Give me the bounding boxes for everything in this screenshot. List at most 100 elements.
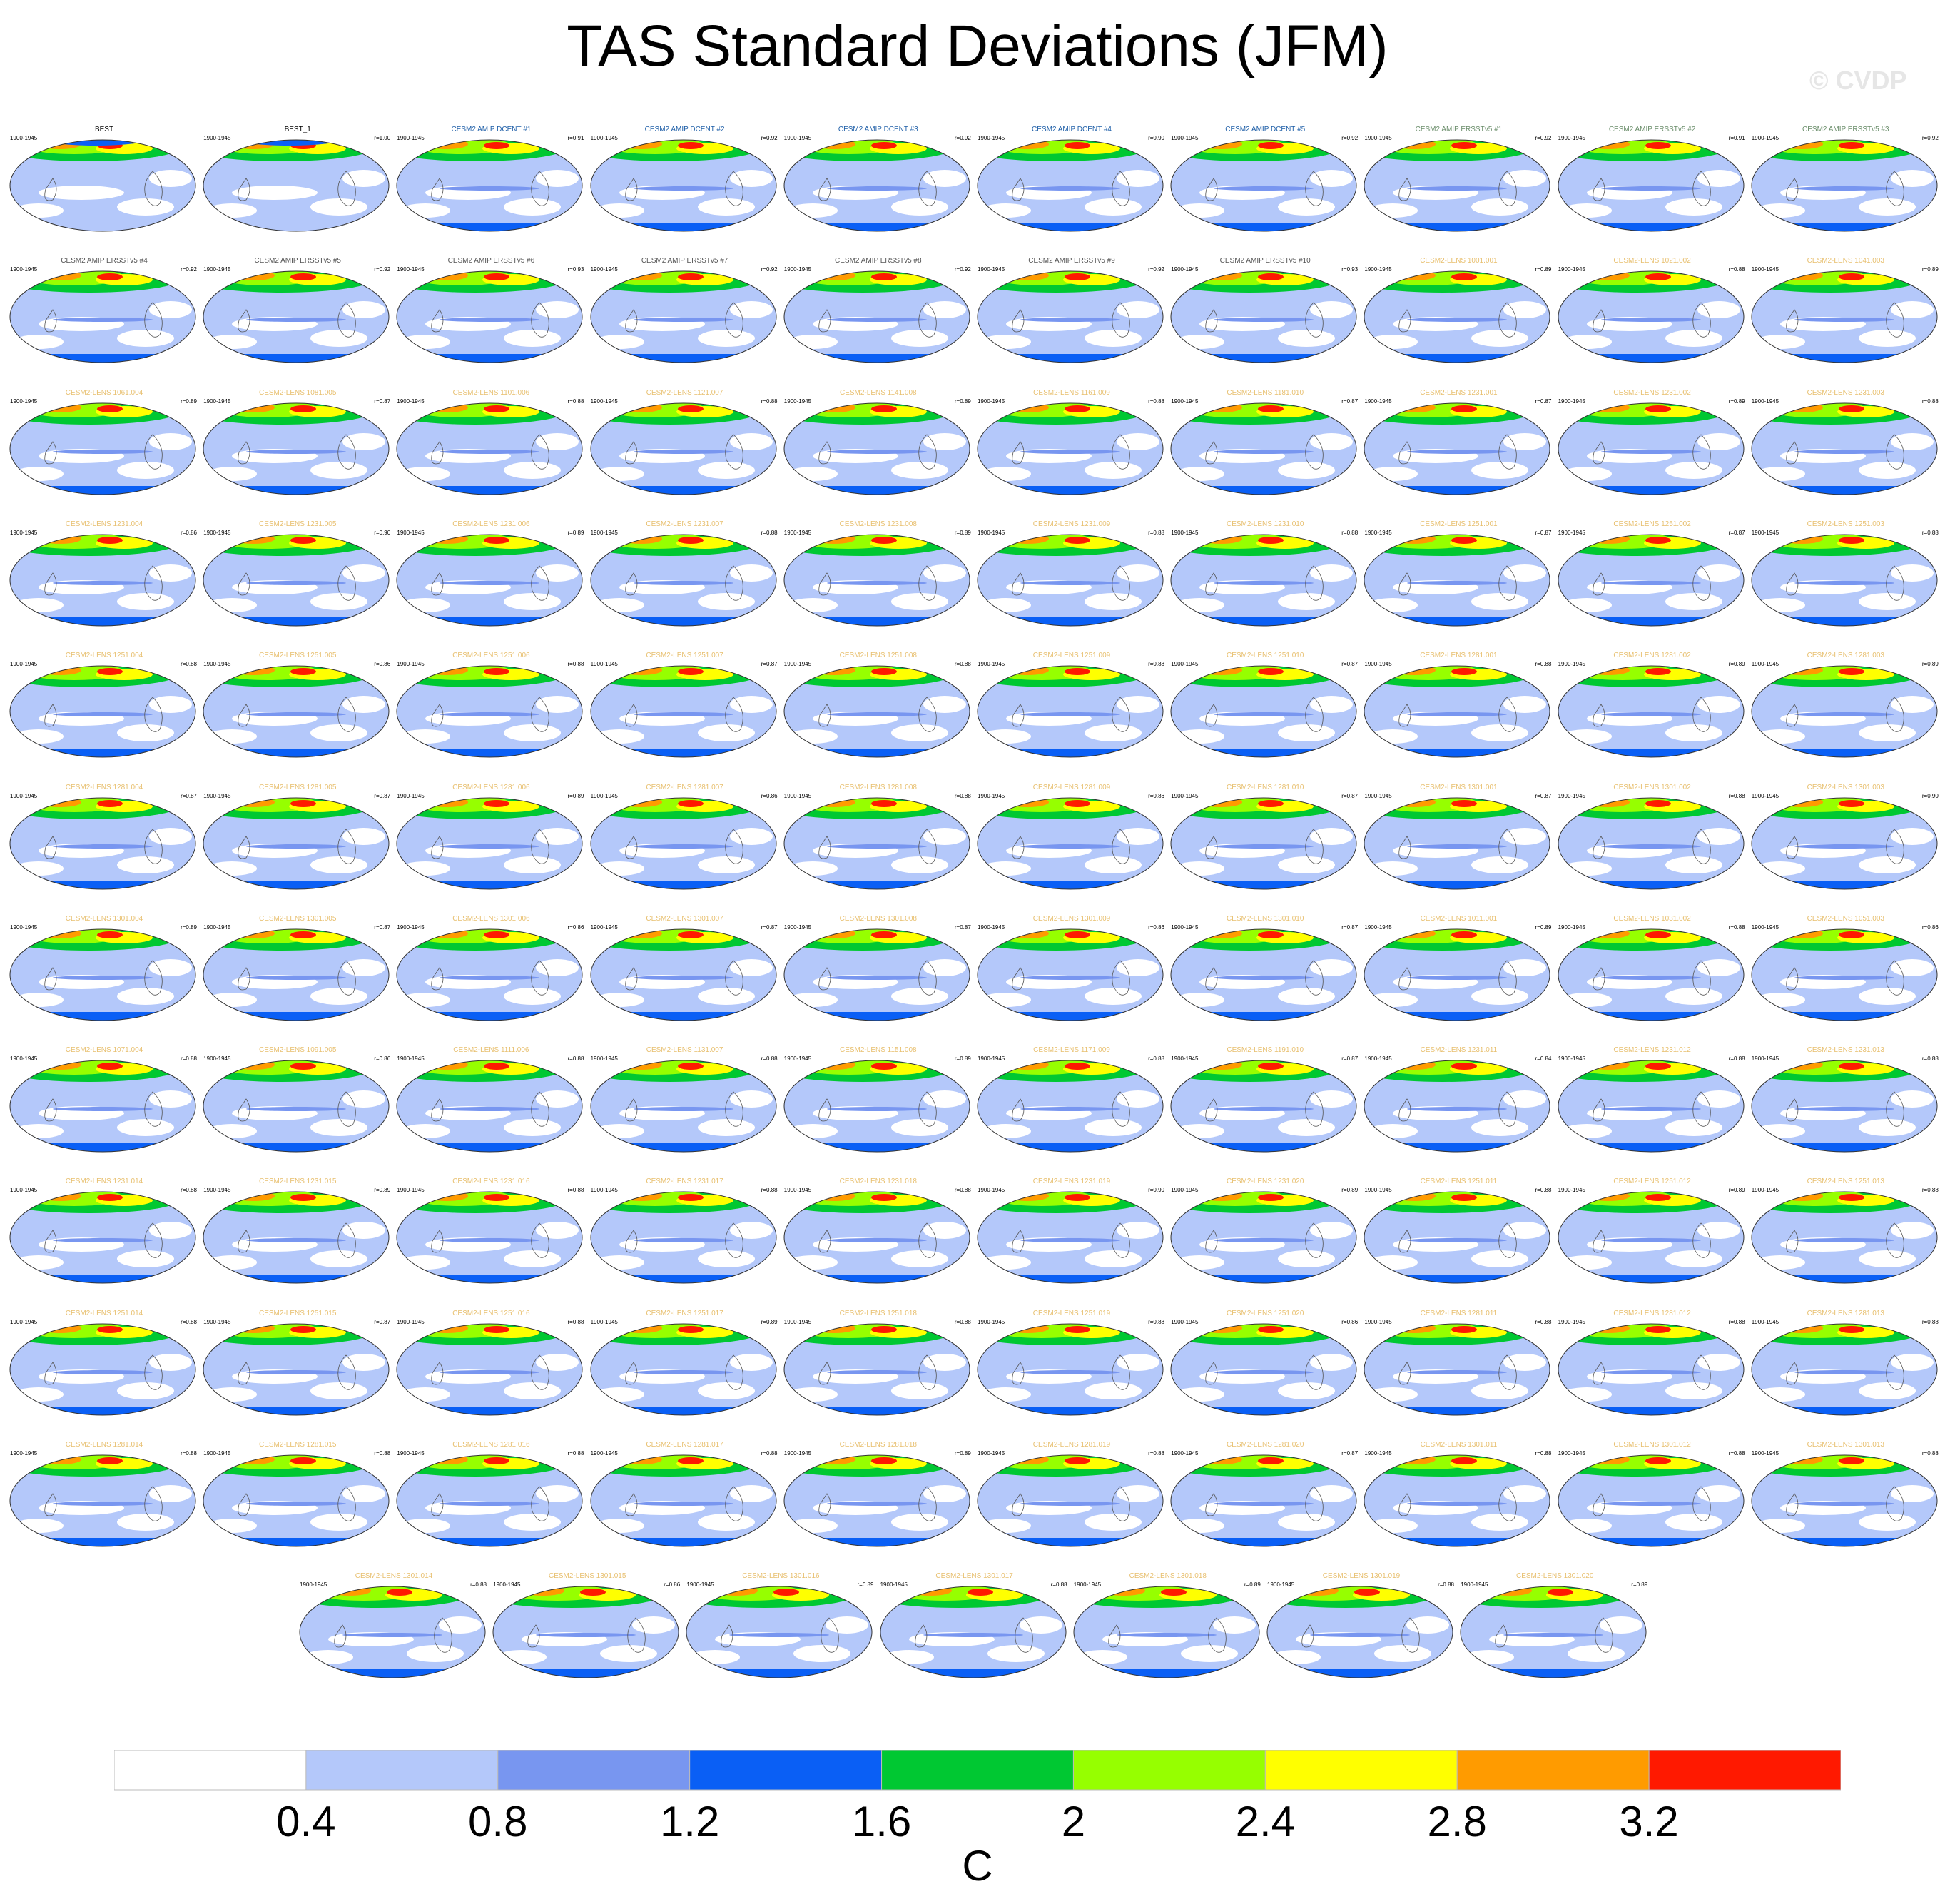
panel-correlation: r=0.92	[1535, 135, 1552, 141]
panel-period: 1900-1945	[783, 1187, 812, 1194]
panel-title: CESM2-LENS 1301.019	[1322, 1572, 1401, 1581]
panel-title: CESM2-LENS 1041.003	[1807, 257, 1884, 265]
panel-title: CESM2-LENS 1301.016	[742, 1572, 820, 1581]
map-globe	[590, 797, 777, 889]
panel-title: CESM2-LENS 1231.009	[1032, 520, 1111, 528]
map-globe	[396, 928, 583, 1021]
panel-period: 1900-1945	[978, 397, 1005, 405]
map-globe	[977, 270, 1164, 363]
map-globe	[590, 1323, 777, 1416]
map-globe	[1460, 1586, 1647, 1678]
map-globe	[783, 928, 970, 1021]
map-panel: CESM2-LENS 1011.001 1900-1945 r=0.89	[1363, 915, 1554, 1050]
panel-title: CESM2 AMIP ERSSTv5 #3	[1802, 126, 1889, 133]
panel-period: 1900-1945	[1751, 1187, 1779, 1194]
panel-correlation: r=0.86	[1341, 1318, 1359, 1325]
panel-correlation: r=0.88	[1921, 1450, 1939, 1457]
map-globe	[1751, 665, 1938, 758]
panel-period: 1900-1945	[1558, 1450, 1585, 1457]
map-panel: CESM2-LENS 1231.019 1900-1945 r=0.90	[976, 1178, 1167, 1313]
map-panel: CESM2-LENS 1101.006 1900-1945 r=0.88	[395, 389, 586, 525]
panel-period: 1900-1945	[300, 1581, 327, 1589]
map-panel: CESM2-LENS 1301.019 1900-1945 r=0.88	[1266, 1572, 1457, 1708]
panel-title: CESM2-LENS 1281.008	[839, 783, 917, 791]
panel-title: CESM2-LENS 1281.001	[1420, 652, 1498, 660]
panel-correlation: r=0.88	[1148, 1450, 1164, 1457]
panel-period: 1900-1945	[590, 1187, 618, 1194]
map-globe	[1364, 1323, 1550, 1416]
map-globe	[396, 1191, 583, 1284]
map-globe	[1558, 1060, 1745, 1153]
map-panel: CESM2-LENS 1281.011 1900-1945 r=0.88	[1363, 1310, 1554, 1445]
panel-title: CESM2-LENS 1231.018	[839, 1178, 917, 1186]
panel-period: 1900-1945	[1364, 397, 1392, 405]
panel-correlation: r=0.86	[664, 1581, 681, 1589]
map-globe	[203, 402, 390, 495]
panel-period: 1900-1945	[783, 661, 812, 668]
map-panel: CESM2-LENS 1021.002 1900-1945 r=0.88	[1557, 257, 1748, 393]
map-panel: CESM2-LENS 1301.001 1900-1945 r=0.87	[1363, 784, 1554, 919]
map-panel: CESM2-LENS 1251.010 1900-1945 r=0.87	[1169, 652, 1361, 787]
map-globe	[977, 402, 1164, 495]
colorbar-tick-label: 2.8	[1427, 1798, 1487, 1845]
panel-period: 1900-1945	[397, 1318, 425, 1325]
panel-title: CESM2-LENS 1251.001	[1420, 520, 1498, 528]
map-globe	[1751, 402, 1938, 495]
panel-title: CESM2-LENS 1281.006	[452, 783, 530, 791]
panel-correlation: r=0.88	[1921, 1055, 1939, 1063]
map-panel: CESM2 AMIP DCENT #2 1900-1945 r=0.92	[589, 126, 781, 261]
map-globe	[1751, 270, 1938, 363]
panel-period: 1900-1945	[590, 135, 618, 141]
panel-title: CESM2-LENS 1031.002	[1613, 914, 1691, 923]
map-panel: CESM2-LENS 1231.008 1900-1945 r=0.89	[783, 520, 974, 656]
panel-correlation: r=0.87	[1341, 1450, 1359, 1457]
panel-period: 1900-1945	[1461, 1581, 1488, 1589]
panel-period: 1900-1945	[590, 266, 618, 273]
map-globe	[396, 797, 583, 889]
panel-period: 1900-1945	[1558, 661, 1585, 668]
map-panel: CESM2-LENS 1301.014 1900-1945 r=0.88	[298, 1572, 489, 1708]
panel-title: CESM2-LENS 1301.004	[65, 914, 143, 923]
panel-period: 1900-1945	[978, 266, 1005, 273]
map-panel: CESM2-LENS 1251.001 1900-1945 r=0.87	[1363, 520, 1554, 656]
panel-title: CESM2 AMIP ERSSTv5 #8	[835, 257, 922, 265]
panel-period: 1900-1945	[1751, 792, 1779, 799]
panel-title: CESM2-LENS 1301.011	[1420, 1441, 1498, 1449]
panel-period: 1900-1945	[590, 1450, 618, 1457]
map-globe	[1170, 270, 1357, 363]
map-panel: CESM2 AMIP ERSSTv5 #2 1900-1945 r=0.91	[1557, 126, 1748, 261]
panel-period: 1900-1945	[1364, 792, 1392, 799]
map-globe	[9, 139, 196, 232]
panel-correlation: r=0.92	[954, 266, 971, 273]
panel-title: CESM2-LENS 1231.010	[1226, 520, 1304, 528]
panel-period: 1900-1945	[1364, 1450, 1392, 1457]
panel-title: CESM2-LENS 1141.008	[839, 388, 917, 397]
panel-period: 1900-1945	[397, 529, 425, 536]
panel-correlation: r=0.89	[567, 792, 584, 799]
map-panel: CESM2-LENS 1251.017 1900-1945 r=0.89	[589, 1310, 781, 1445]
panel-title: CESM2-LENS 1051.003	[1807, 914, 1884, 923]
map-globe	[590, 1060, 777, 1153]
panel-correlation: r=0.87	[761, 923, 778, 931]
map-globe	[203, 139, 390, 232]
panel-title: CESM2-LENS 1301.006	[452, 914, 530, 923]
panel-correlation: r=0.87	[1535, 397, 1552, 405]
panel-title: CESM2-LENS 1231.007	[646, 520, 723, 528]
panel-title: CESM2-LENS 1231.005	[258, 520, 337, 528]
map-globe	[977, 1060, 1164, 1153]
panel-correlation: r=0.91	[567, 135, 584, 141]
map-globe	[977, 1454, 1164, 1547]
panel-title: CESM2-LENS 1251.018	[839, 1309, 917, 1317]
panel-period: 1900-1945	[10, 923, 38, 931]
map-panel: CESM2-LENS 1231.011 1900-1945 r=0.84	[1363, 1046, 1554, 1182]
panel-title: CESM2 AMIP DCENT #2	[644, 126, 725, 133]
map-globe	[396, 534, 583, 627]
panel-title: CESM2-LENS 1281.004	[65, 783, 143, 791]
map-panel: CESM2-LENS 1301.005 1900-1945 r=0.87	[202, 915, 393, 1050]
map-panel: CESM2-LENS 1231.004 1900-1945 r=0.86	[9, 520, 200, 656]
panel-correlation: r=0.88	[761, 1450, 778, 1457]
map-panel: CESM2-LENS 1231.003 1900-1945 r=0.88	[1750, 389, 1941, 525]
map-panel: CESM2-LENS 1231.015 1900-1945 r=0.89	[202, 1178, 393, 1313]
map-globe	[396, 1323, 583, 1416]
panel-correlation: r=0.88	[1728, 792, 1745, 799]
